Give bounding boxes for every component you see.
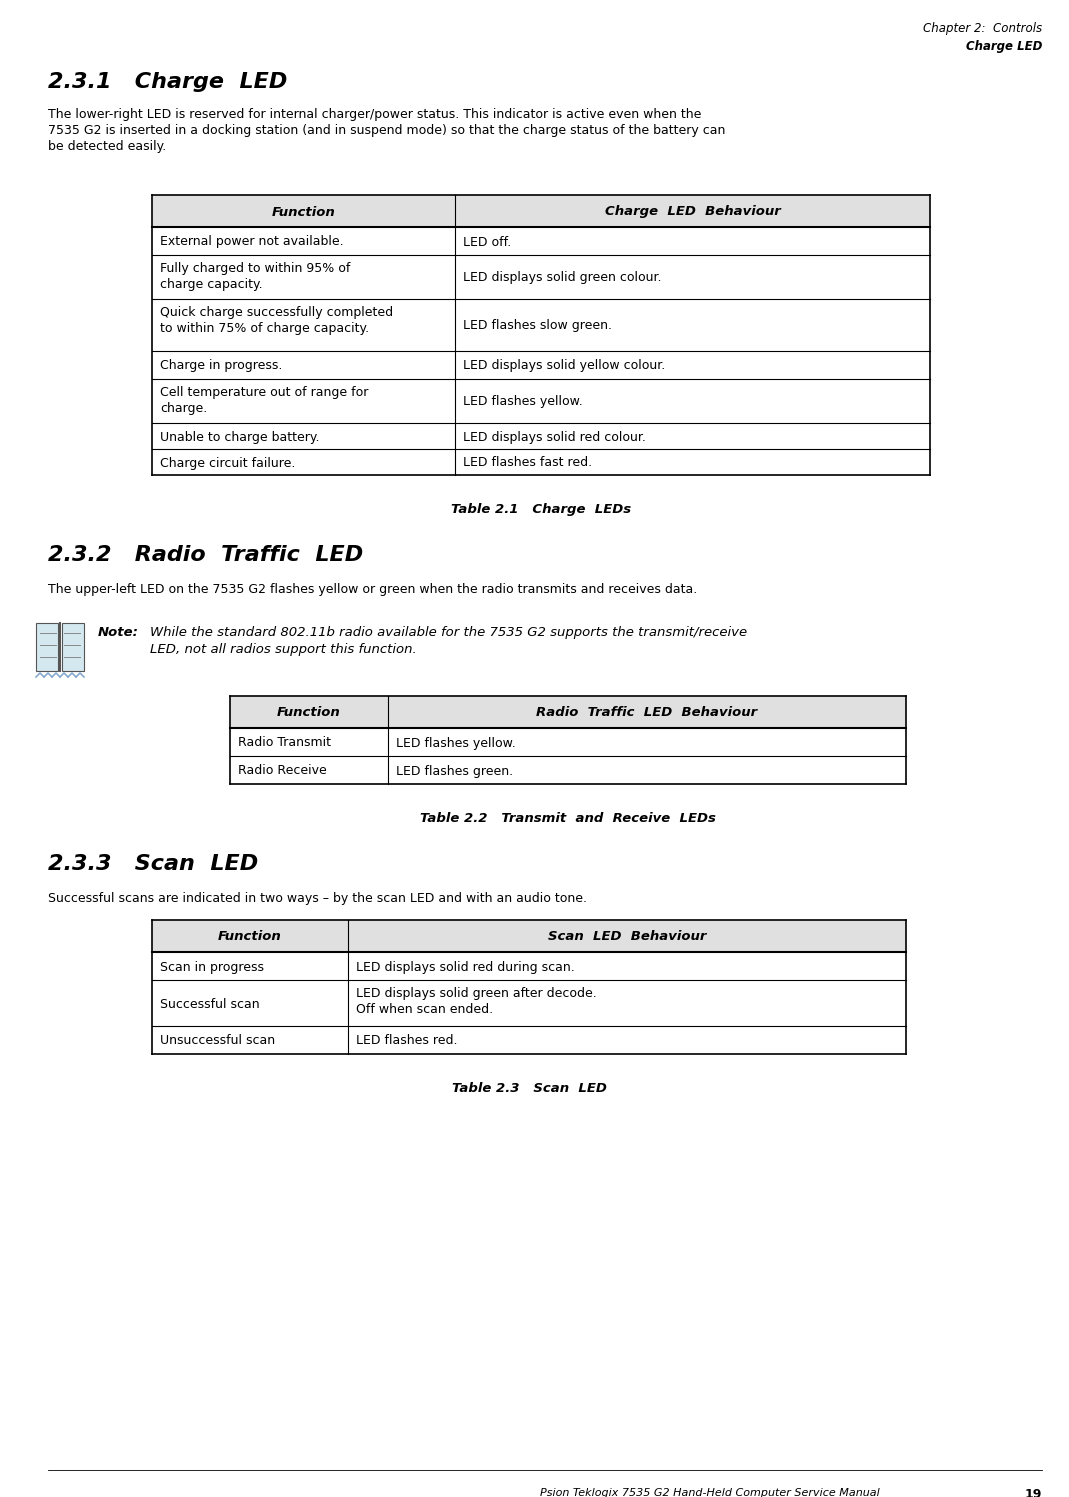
Text: LED displays solid red during scan.: LED displays solid red during scan. bbox=[356, 961, 575, 973]
Text: LED flashes green.: LED flashes green. bbox=[396, 765, 513, 777]
Bar bbox=[230, 728, 907, 756]
Text: While the standard 802.11b radio available for the 7535 G2 supports the transmit: While the standard 802.11b radio availab… bbox=[150, 626, 747, 639]
Text: LED flashes fast red.: LED flashes fast red. bbox=[463, 457, 592, 470]
Text: External power not available.: External power not available. bbox=[160, 235, 343, 249]
Text: be detected easily.: be detected easily. bbox=[48, 141, 167, 153]
Bar bbox=[152, 350, 930, 379]
Text: charge.: charge. bbox=[160, 403, 207, 415]
Text: Function: Function bbox=[272, 205, 336, 219]
Text: charge capacity.: charge capacity. bbox=[160, 278, 263, 290]
Text: Unsuccessful scan: Unsuccessful scan bbox=[160, 1034, 275, 1048]
Text: The lower-right LED is reserved for internal charger/power status. This indicato: The lower-right LED is reserved for inte… bbox=[48, 108, 701, 121]
Text: Successful scans are indicated in two ways – by the scan LED and with an audio t: Successful scans are indicated in two wa… bbox=[48, 892, 587, 906]
Text: Fully charged to within 95% of: Fully charged to within 95% of bbox=[160, 262, 351, 275]
Text: LED, not all radios support this function.: LED, not all radios support this functio… bbox=[150, 644, 417, 656]
Text: Table 2.1   Charge  LEDs: Table 2.1 Charge LEDs bbox=[451, 503, 631, 516]
Text: Charge circuit failure.: Charge circuit failure. bbox=[160, 457, 295, 470]
Text: 2.3.3   Scan  LED: 2.3.3 Scan LED bbox=[48, 853, 259, 874]
Text: Off when scan ended.: Off when scan ended. bbox=[356, 1003, 493, 1016]
Bar bbox=[152, 1025, 907, 1054]
Bar bbox=[152, 921, 907, 952]
Bar bbox=[152, 228, 930, 254]
Text: 7535 G2 is inserted in a docking station (and in suspend mode) so that the charg: 7535 G2 is inserted in a docking station… bbox=[48, 124, 726, 138]
Text: Chapter 2:  Controls: Chapter 2: Controls bbox=[923, 22, 1042, 34]
Bar bbox=[152, 981, 907, 1025]
FancyBboxPatch shape bbox=[62, 623, 84, 671]
Text: 2.3.2   Radio  Traffic  LED: 2.3.2 Radio Traffic LED bbox=[48, 545, 363, 564]
Text: LED flashes yellow.: LED flashes yellow. bbox=[463, 395, 583, 409]
FancyBboxPatch shape bbox=[36, 623, 58, 671]
Text: Radio  Traffic  LED  Behaviour: Radio Traffic LED Behaviour bbox=[537, 707, 758, 720]
Bar bbox=[152, 195, 930, 228]
Text: LED displays solid green colour.: LED displays solid green colour. bbox=[463, 271, 662, 284]
Text: LED flashes yellow.: LED flashes yellow. bbox=[396, 737, 515, 750]
Text: to within 75% of charge capacity.: to within 75% of charge capacity. bbox=[160, 322, 369, 335]
Text: LED displays solid red colour.: LED displays solid red colour. bbox=[463, 431, 646, 443]
Text: Function: Function bbox=[277, 707, 341, 720]
Text: Charge in progress.: Charge in progress. bbox=[160, 359, 282, 373]
Text: Scan in progress: Scan in progress bbox=[160, 961, 264, 973]
Text: Charge LED: Charge LED bbox=[965, 40, 1042, 52]
Text: Quick charge successfully completed: Quick charge successfully completed bbox=[160, 305, 393, 319]
Text: Radio Receive: Radio Receive bbox=[238, 765, 327, 777]
Text: Table 2.3   Scan  LED: Table 2.3 Scan LED bbox=[451, 1082, 606, 1094]
Text: 2.3.1   Charge  LED: 2.3.1 Charge LED bbox=[48, 72, 288, 91]
Bar bbox=[152, 299, 930, 350]
Text: LED off.: LED off. bbox=[463, 235, 511, 249]
Bar bbox=[152, 424, 930, 449]
Bar bbox=[152, 449, 930, 475]
Text: Table 2.2   Transmit  and  Receive  LEDs: Table 2.2 Transmit and Receive LEDs bbox=[420, 811, 716, 825]
Text: Psion Teklogix 7535 G2 Hand-Held Computer Service Manual: Psion Teklogix 7535 G2 Hand-Held Compute… bbox=[540, 1488, 880, 1497]
Text: Radio Transmit: Radio Transmit bbox=[238, 737, 331, 750]
Text: 19: 19 bbox=[1024, 1488, 1042, 1497]
Text: Function: Function bbox=[218, 931, 282, 943]
Text: Scan  LED  Behaviour: Scan LED Behaviour bbox=[547, 931, 707, 943]
Text: Charge  LED  Behaviour: Charge LED Behaviour bbox=[605, 205, 780, 219]
Text: LED displays solid green after decode.: LED displays solid green after decode. bbox=[356, 987, 597, 1000]
Text: LED flashes red.: LED flashes red. bbox=[356, 1034, 458, 1048]
Text: Note:: Note: bbox=[98, 626, 139, 639]
Text: LED flashes slow green.: LED flashes slow green. bbox=[463, 319, 611, 332]
Text: Successful scan: Successful scan bbox=[160, 997, 260, 1010]
Text: LED displays solid yellow colour.: LED displays solid yellow colour. bbox=[463, 359, 665, 373]
Bar bbox=[152, 254, 930, 299]
Bar bbox=[230, 756, 907, 784]
Bar bbox=[152, 952, 907, 981]
Text: Unable to charge battery.: Unable to charge battery. bbox=[160, 431, 320, 443]
Bar bbox=[152, 379, 930, 424]
Text: The upper-left LED on the 7535 G2 flashes yellow or green when the radio transmi: The upper-left LED on the 7535 G2 flashe… bbox=[48, 582, 697, 596]
Text: Cell temperature out of range for: Cell temperature out of range for bbox=[160, 386, 369, 400]
Bar bbox=[230, 696, 907, 728]
